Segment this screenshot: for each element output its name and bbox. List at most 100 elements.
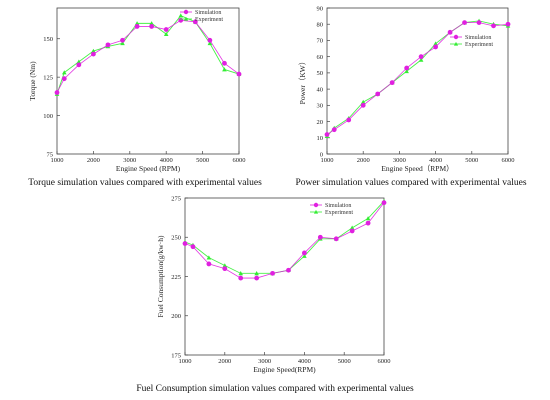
fuel-experiment-point <box>238 271 244 276</box>
fuel-simulation-point <box>317 234 323 240</box>
power-experiment-point <box>418 57 424 62</box>
torque-y-axis-label: Torque (Nm) <box>28 61 37 101</box>
torque-simulation-point <box>120 37 125 43</box>
power-plot-frame <box>326 7 509 155</box>
torque-x-tick-label: 5000 <box>196 157 209 164</box>
torque-experiment-point <box>207 41 213 46</box>
torque-caption: Torque simulation values compared with e… <box>28 178 262 188</box>
fuel-y-tick-label: 275 <box>171 195 181 202</box>
power-experiment-line <box>326 20 509 137</box>
torque-simulation-point <box>222 60 227 66</box>
torque-y-tick-label: 125 <box>43 74 53 81</box>
fuel-x-tick-label: 5000 <box>338 358 351 365</box>
power-y-tick-label: 40 <box>317 86 324 93</box>
power-chart-panel: 1000 2000 3000 4000 5000 6000 0 10 20 30 40 50 60 70 8… <box>275 0 550 193</box>
torque-simulation-point <box>54 90 60 95</box>
torque-legend-experiment-label: Experiment <box>195 17 223 23</box>
torque-x-tick-label: 2000 <box>87 157 100 164</box>
fuel-simulation-point <box>254 275 260 281</box>
torque-x-axis-label: Engine Speed (RPM) <box>116 164 181 173</box>
fuel-legend-simulation-marker <box>313 202 319 208</box>
fuel-plot-frame <box>184 197 385 356</box>
power-simulation-point <box>404 65 410 71</box>
torque-x-tick-label: 4000 <box>160 157 173 164</box>
torque-experiment-point <box>91 48 96 53</box>
power-y-tick-label: 20 <box>317 119 324 126</box>
power-experiment-point <box>360 99 366 104</box>
fuel-legend-experiment-label: Experiment <box>325 210 353 216</box>
torque-simulation-line <box>56 19 240 93</box>
fuel-simulation-point <box>365 220 371 226</box>
fuel-y-tick-label: 200 <box>171 313 181 320</box>
power-y-tick-label: 0 <box>320 151 323 158</box>
torque-simulation-point <box>134 24 140 29</box>
fuel-experiment-line <box>184 200 385 274</box>
fuel-experiment-point <box>302 253 307 258</box>
fuel-x-tick-label: 1000 <box>179 358 192 365</box>
power-legend-simulation-marker <box>453 34 459 40</box>
torque-experiment-point <box>134 21 140 26</box>
fuel-experiment-point <box>254 271 259 276</box>
fuel-simulation-point <box>381 200 387 206</box>
power-x-tick-label: 1000 <box>321 157 334 164</box>
fuel-y-tick-label: 225 <box>171 274 181 281</box>
power-y-tick-label: 10 <box>317 135 324 142</box>
torque-experiment-point <box>163 31 169 36</box>
torque-experiment-point <box>120 41 125 46</box>
power-x-tick-label: 4000 <box>429 157 442 164</box>
torque-experiment-point <box>149 21 154 26</box>
fuel-simulation-point <box>206 261 212 267</box>
power-y-tick-label: 60 <box>317 54 324 61</box>
power-simulation-point <box>433 44 438 50</box>
power-chart: 1000 2000 3000 4000 5000 6000 0 10 20 30 40 50 60 70 8… <box>298 5 515 173</box>
power-x-axis-label: Engine Speed（RPM） <box>381 164 453 173</box>
fuel-y-axis-label: Fuel Consumption(g/kw·h) <box>156 235 165 317</box>
fuel-simulation-point <box>222 266 228 272</box>
torque-simulation-point <box>61 76 67 82</box>
fuel-simulation-point <box>349 228 355 234</box>
fuel-x-tick-label: 6000 <box>378 358 391 365</box>
torque-experiment-point <box>222 67 227 72</box>
power-caption: Power simulation values compared with ex… <box>295 178 527 188</box>
power-simulation-point <box>476 20 482 25</box>
fuel-experiment-point <box>222 263 228 268</box>
fuel-x-tick-label: 2000 <box>218 358 231 365</box>
power-y-tick-label: 80 <box>317 22 324 29</box>
power-simulation-point <box>346 117 352 123</box>
torque-legend-experiment-marker <box>183 16 189 21</box>
fuel-consumption-chart: 1000 2000 3000 4000 5000 6000 175 200 225 250 275 E… <box>156 195 391 374</box>
fuel-x-tick-label: 4000 <box>298 358 311 365</box>
fuel-consumption-caption: Fuel Consumption simulation values compa… <box>136 384 414 394</box>
power-x-tick-label: 5000 <box>465 157 478 164</box>
torque-chart: 1000 2000 3000 4000 5000 6000 75 100 125 150 Engin… <box>28 7 246 173</box>
fuel-x-tick-label: 3000 <box>258 358 271 365</box>
power-x-tick-label: 2000 <box>357 157 370 164</box>
power-y-axis-label: Power（KW） <box>298 58 307 105</box>
power-y-tick-label: 90 <box>317 5 324 12</box>
torque-y-tick-label: 75 <box>47 151 54 158</box>
torque-experiment-point <box>76 59 82 64</box>
power-legend-experiment-label: Experiment <box>465 42 493 48</box>
fuel-experiment-point <box>349 225 355 230</box>
torque-x-tick-label: 6000 <box>233 157 246 164</box>
power-simulation-point <box>375 91 381 97</box>
power-simulation-point <box>505 21 511 27</box>
power-legend-experiment-marker <box>453 41 459 46</box>
power-x-tick-label: 3000 <box>393 157 406 164</box>
torque-experiment-line <box>56 15 240 95</box>
fuel-legend-simulation-label: Simulation <box>325 203 351 209</box>
fuel-simulation-point <box>182 241 188 246</box>
torque-x-tick-label: 3000 <box>123 157 136 164</box>
fuel-y-tick-label: 175 <box>171 352 181 359</box>
power-legend-simulation-label: Simulation <box>465 35 491 41</box>
fuel-x-axis-label: Engine Speed(RPM) <box>253 365 316 374</box>
fuel-simulation-point <box>286 267 291 273</box>
fuel-simulation-point <box>238 275 244 281</box>
power-simulation-point <box>491 23 496 29</box>
fuel-simulation-point <box>270 270 275 276</box>
power-x-tick-label: 6000 <box>502 157 515 164</box>
power-y-tick-label: 70 <box>317 38 324 45</box>
